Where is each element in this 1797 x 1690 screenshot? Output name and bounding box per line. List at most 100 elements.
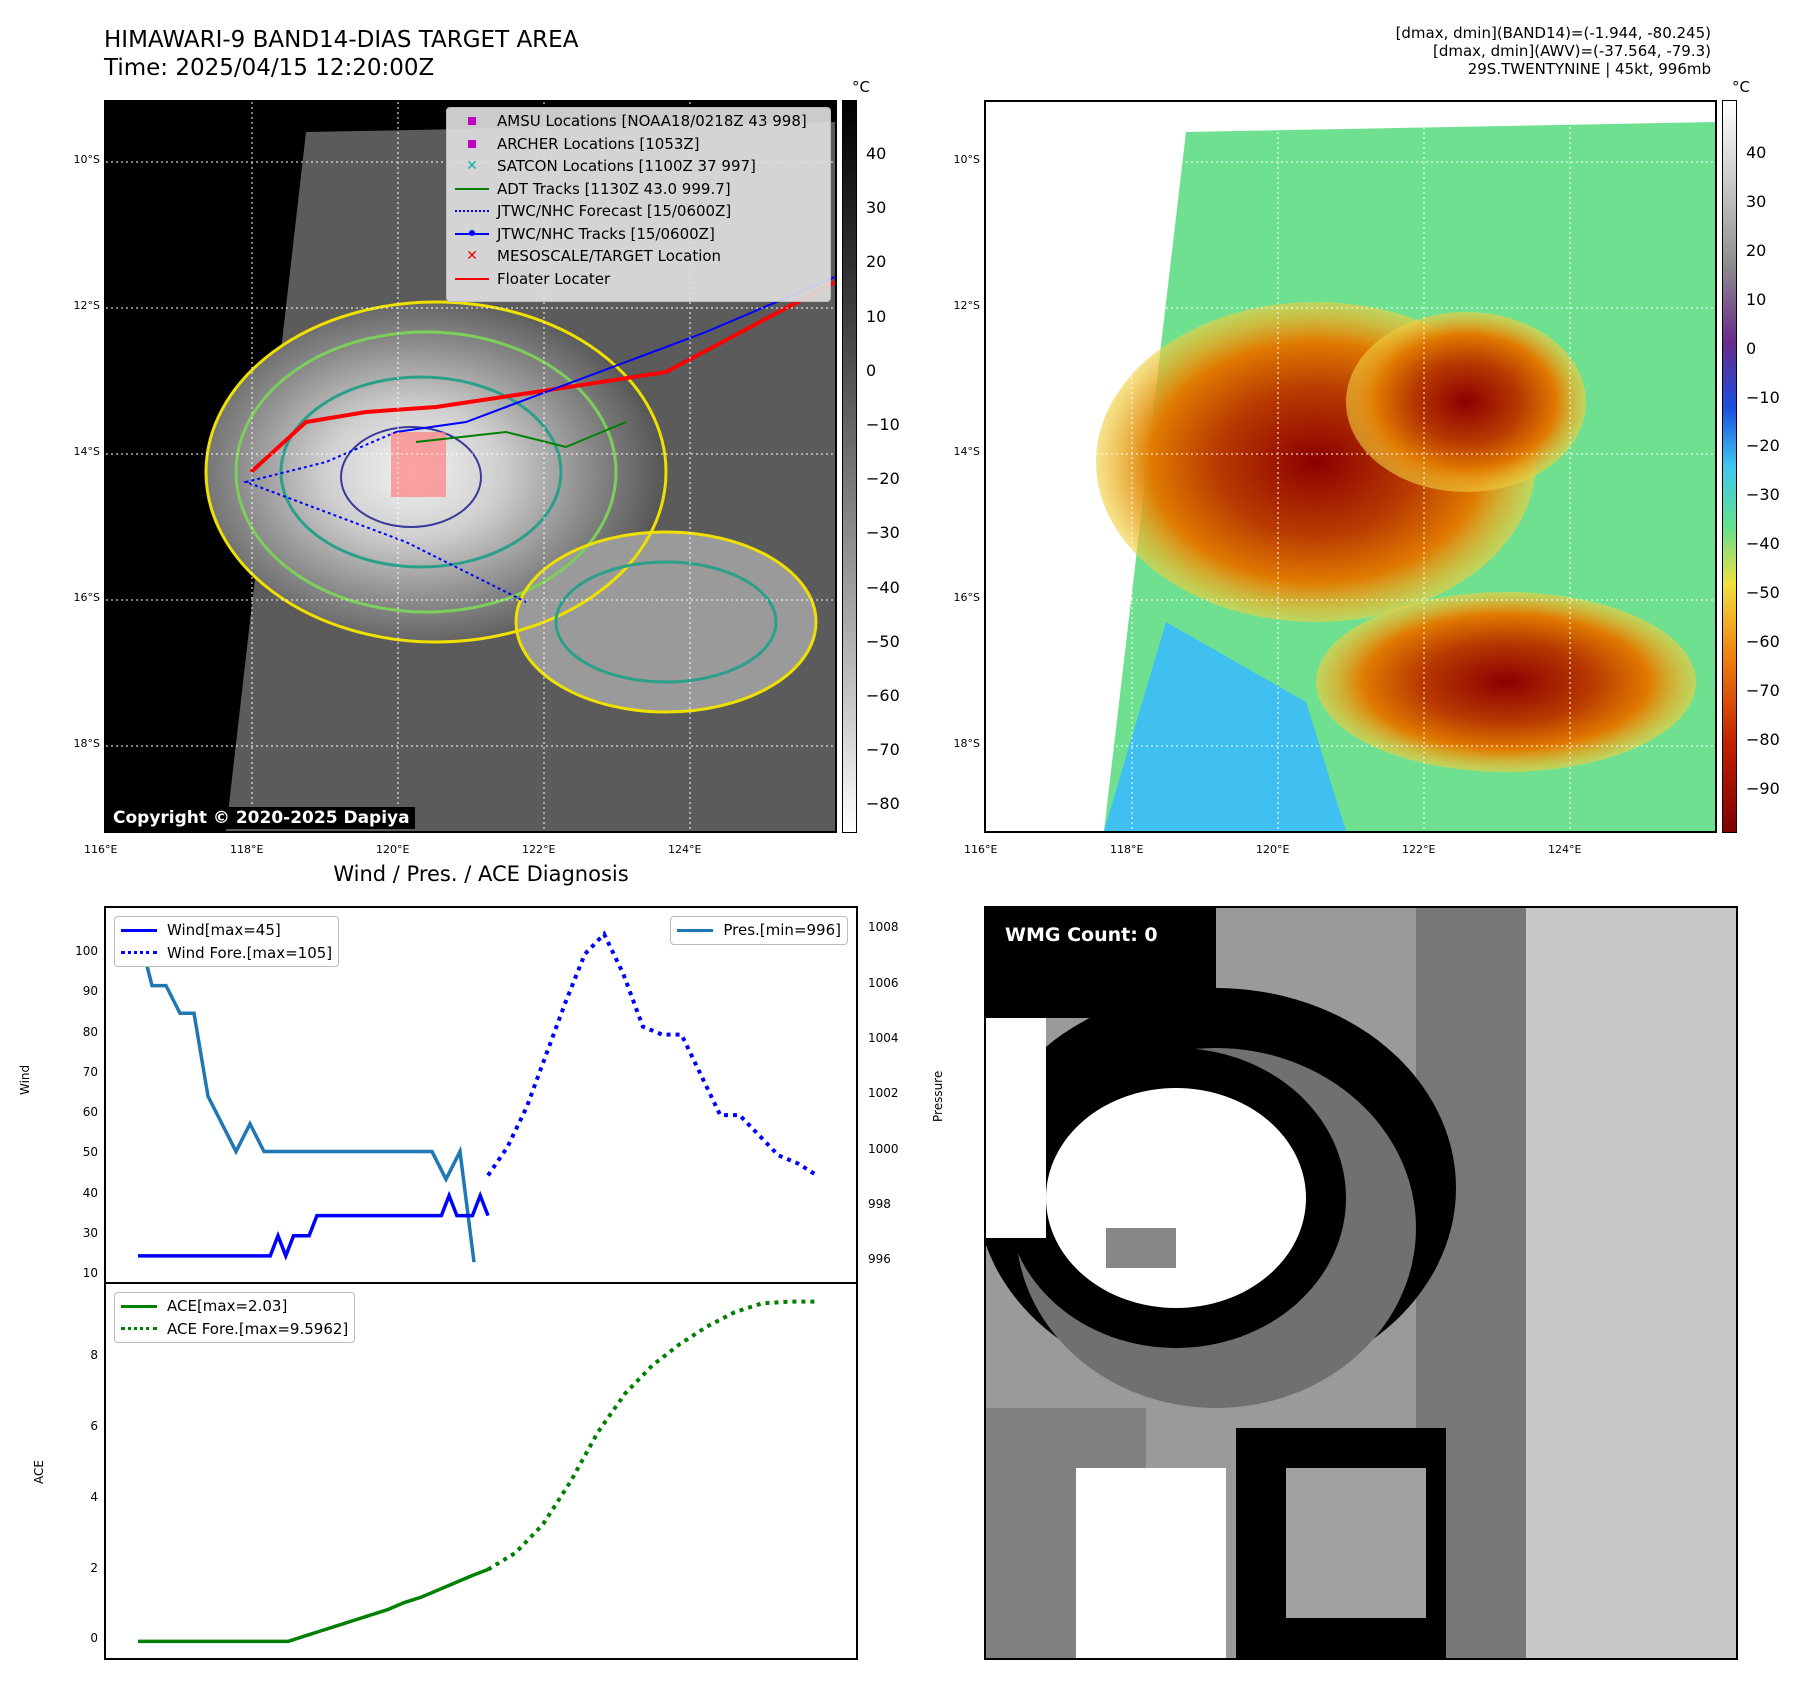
color-colorbar-ticks: 40 30 20 10 0 −10 −20 −30 −40 −50 −60 −70 −80 −90 [1746, 100, 1796, 833]
map-legend-entry: ADT Tracks [1130Z 43.0 999.7] [447, 178, 830, 201]
lat-label: 18°S [953, 737, 980, 750]
pressure-axis-title: Pressure [931, 1070, 945, 1122]
lat-label: 16°S [73, 591, 100, 604]
ace-forecast-line [486, 1299, 817, 1572]
storm-info: [dmax, dmin](BAND14)=(-1.944, -80.245) [… [1396, 24, 1711, 78]
axis-tick-label: 60 [82, 1105, 98, 1120]
map-legend-entry: ARCHER Locations [1053Z] [447, 133, 830, 156]
ace-axis-title: ACE [32, 1460, 46, 1484]
lat-label: 10°S [953, 153, 980, 166]
colorbar-tick: 20 [1746, 240, 1767, 260]
lon-label: 122°E [1402, 843, 1436, 856]
map-legend-symbol [447, 187, 497, 190]
gray-colorbar [842, 100, 857, 833]
wind-pressure-panel: Wind[max=45] Wind Fore.[max=105] Pres.[m… [104, 906, 858, 1284]
contour-blue [340, 426, 482, 528]
lat-labels-left: 10°S 12°S 14°S 16°S 18°S [60, 100, 100, 833]
gray-colorbar-ticks: 40 30 20 10 0 −10 −20 −30 −40 −50 −60 −70 −80 [866, 100, 916, 833]
gray-colorbar-unit: °C [852, 78, 870, 96]
copyright-label: Copyright © 2020-2025 Dapiya [108, 807, 415, 829]
map-legend-label: ADT Tracks [1130Z 43.0 999.7] [497, 179, 731, 198]
wind-axis: 100 90 80 70 60 50 40 30 10 [40, 906, 100, 1284]
map-legend-label: ARCHER Locations [1053Z] [497, 134, 700, 153]
diagnosis-title: Wind / Pres. / ACE Diagnosis [333, 862, 629, 886]
color-colorbar-unit: °C [1732, 78, 1750, 96]
wind-legend-label: Wind[max=45] [167, 921, 281, 940]
map-legend-label: MESOSCALE/TARGET Location [497, 247, 722, 266]
axis-tick-label: 0 [90, 1631, 98, 1646]
wmg-image [986, 908, 1736, 1658]
adt-track [415, 421, 627, 449]
wind-forecast-line [486, 930, 819, 1178]
info-line-1: [dmax, dmin](BAND14)=(-1.944, -80.245) [1395, 24, 1711, 42]
colorbar-tick: 0 [866, 360, 877, 380]
map-legend-label: JTWC/NHC Tracks [15/0600Z] [497, 224, 715, 243]
ir-color-map [984, 100, 1717, 833]
axis-tick-label: 2 [90, 1560, 98, 1575]
lat-label: 14°S [73, 445, 100, 458]
lat-label: 12°S [73, 299, 100, 312]
axis-tick-label: 100 [75, 944, 98, 959]
lon-label: 116°E [84, 843, 118, 856]
pressure-legend: Pres.[min=996] [670, 916, 848, 945]
axis-tick-label: 4 [90, 1489, 98, 1504]
colorbar-tick: −70 [866, 740, 900, 760]
colorbar-tick: −50 [866, 631, 900, 651]
wind-forecast-legend-swatch [121, 951, 157, 955]
map-legend-label: AMSU Locations [NOAA18/0218Z 43 998] [497, 112, 807, 131]
ace-legend-label: ACE[max=2.03] [167, 1297, 288, 1316]
contour-green [234, 330, 618, 614]
map-legend-symbol [447, 139, 497, 148]
jtwc-track [395, 276, 835, 433]
ir-color-image [986, 102, 1715, 831]
pressure-legend-label: Pres.[min=996] [723, 921, 841, 940]
color-colorbar [1722, 100, 1737, 833]
ace-forecast-legend-label: ACE Fore.[max=9.5962] [167, 1319, 349, 1338]
colorbar-tick: −70 [1746, 680, 1780, 700]
lon-label: 124°E [1548, 843, 1582, 856]
colorbar-tick: 0 [1746, 338, 1757, 358]
axis-tick-label: 40 [82, 1185, 98, 1200]
target-area [391, 432, 446, 497]
lat-label: 10°S [73, 153, 100, 166]
wind-line [138, 1190, 490, 1261]
lon-label: 124°E [668, 843, 702, 856]
ace-forecast-legend-swatch [121, 1327, 157, 1331]
axis-tick-label: 70 [82, 1064, 98, 1079]
contour-teal-2 [554, 560, 778, 684]
wind-pressure-plot [136, 929, 819, 1263]
axis-tick-label: 1000 [868, 1141, 899, 1156]
map-legend-entry: JTWC/NHC Tracks [15/0600Z] [447, 223, 830, 246]
info-line-2: [dmax, dmin](AWV)=(-37.564, -79.3) [1432, 42, 1711, 60]
axis-tick-label: 30 [82, 1225, 98, 1240]
colorbar-tick: −80 [866, 794, 900, 814]
map-legend-symbol [447, 229, 497, 236]
axis-tick-label: 1006 [868, 975, 899, 990]
colorbar-tick: −60 [866, 686, 900, 705]
colorbar-tick: 10 [866, 306, 887, 326]
pressure-axis: 1008 1006 1004 1002 1000 998 996 [864, 906, 924, 1284]
ace-plot [138, 1299, 817, 1644]
colorbar-tick: −90 [1746, 778, 1780, 798]
map-legend-entry: AMSU Locations [NOAA18/0218Z 43 998] [447, 110, 830, 133]
wmg-count-badge: WMG Count: 0 [998, 922, 1165, 948]
map-legend-symbol [447, 210, 497, 213]
wind-legend-swatch [121, 928, 157, 932]
ace-axis: 8 6 4 2 0 [40, 1282, 100, 1660]
clear-sky [1104, 622, 1346, 831]
lat-labels-right: 10°S 12°S 14°S 16°S 18°S [940, 100, 980, 833]
ace-panel: ACE[max=2.03] ACE Fore.[max=9.5962] [104, 1282, 858, 1660]
colorbar-tick: 30 [866, 198, 887, 218]
map-legend-label: JTWC/NHC Forecast [15/0600Z] [497, 202, 732, 221]
floater-track [249, 280, 835, 474]
axis-tick-label: 998 [868, 1196, 891, 1211]
wind-forecast-legend-label: Wind Fore.[max=105] [167, 943, 333, 962]
map-title: HIMAWARI-9 BAND14-DIAS TARGET AREA Time:… [104, 26, 578, 82]
title-line-1: HIMAWARI-9 BAND14-DIAS TARGET AREA [104, 27, 579, 53]
contour-yellow [204, 300, 668, 644]
pressure-legend-swatch [677, 928, 714, 932]
map-legend-label: Floater Locater [497, 269, 611, 288]
lat-label: 14°S [953, 445, 980, 458]
wind-axis-title: Wind [18, 1064, 32, 1095]
lat-label: 16°S [953, 591, 980, 604]
